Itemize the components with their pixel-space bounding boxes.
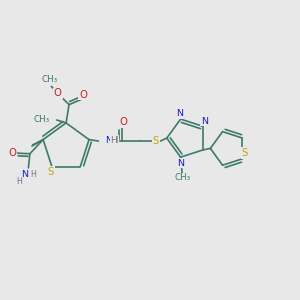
- Text: CH₃: CH₃: [175, 173, 191, 182]
- Text: S: S: [153, 136, 159, 146]
- Text: O: O: [8, 148, 16, 158]
- Text: CH₃: CH₃: [33, 115, 50, 124]
- Text: NH: NH: [105, 136, 119, 145]
- Text: CH₃: CH₃: [42, 75, 58, 84]
- Text: N: N: [176, 109, 183, 118]
- Text: N: N: [105, 136, 112, 145]
- Text: H: H: [16, 177, 22, 186]
- Text: H: H: [110, 136, 117, 145]
- Text: O: O: [119, 117, 127, 127]
- Text: N: N: [177, 159, 184, 168]
- Text: N: N: [21, 170, 28, 179]
- Text: N: N: [201, 117, 208, 126]
- Text: N: N: [105, 136, 112, 145]
- Text: S: S: [242, 148, 248, 158]
- Text: H: H: [30, 170, 36, 179]
- Text: O: O: [79, 90, 87, 100]
- Text: O: O: [54, 88, 62, 98]
- Text: S: S: [48, 167, 54, 177]
